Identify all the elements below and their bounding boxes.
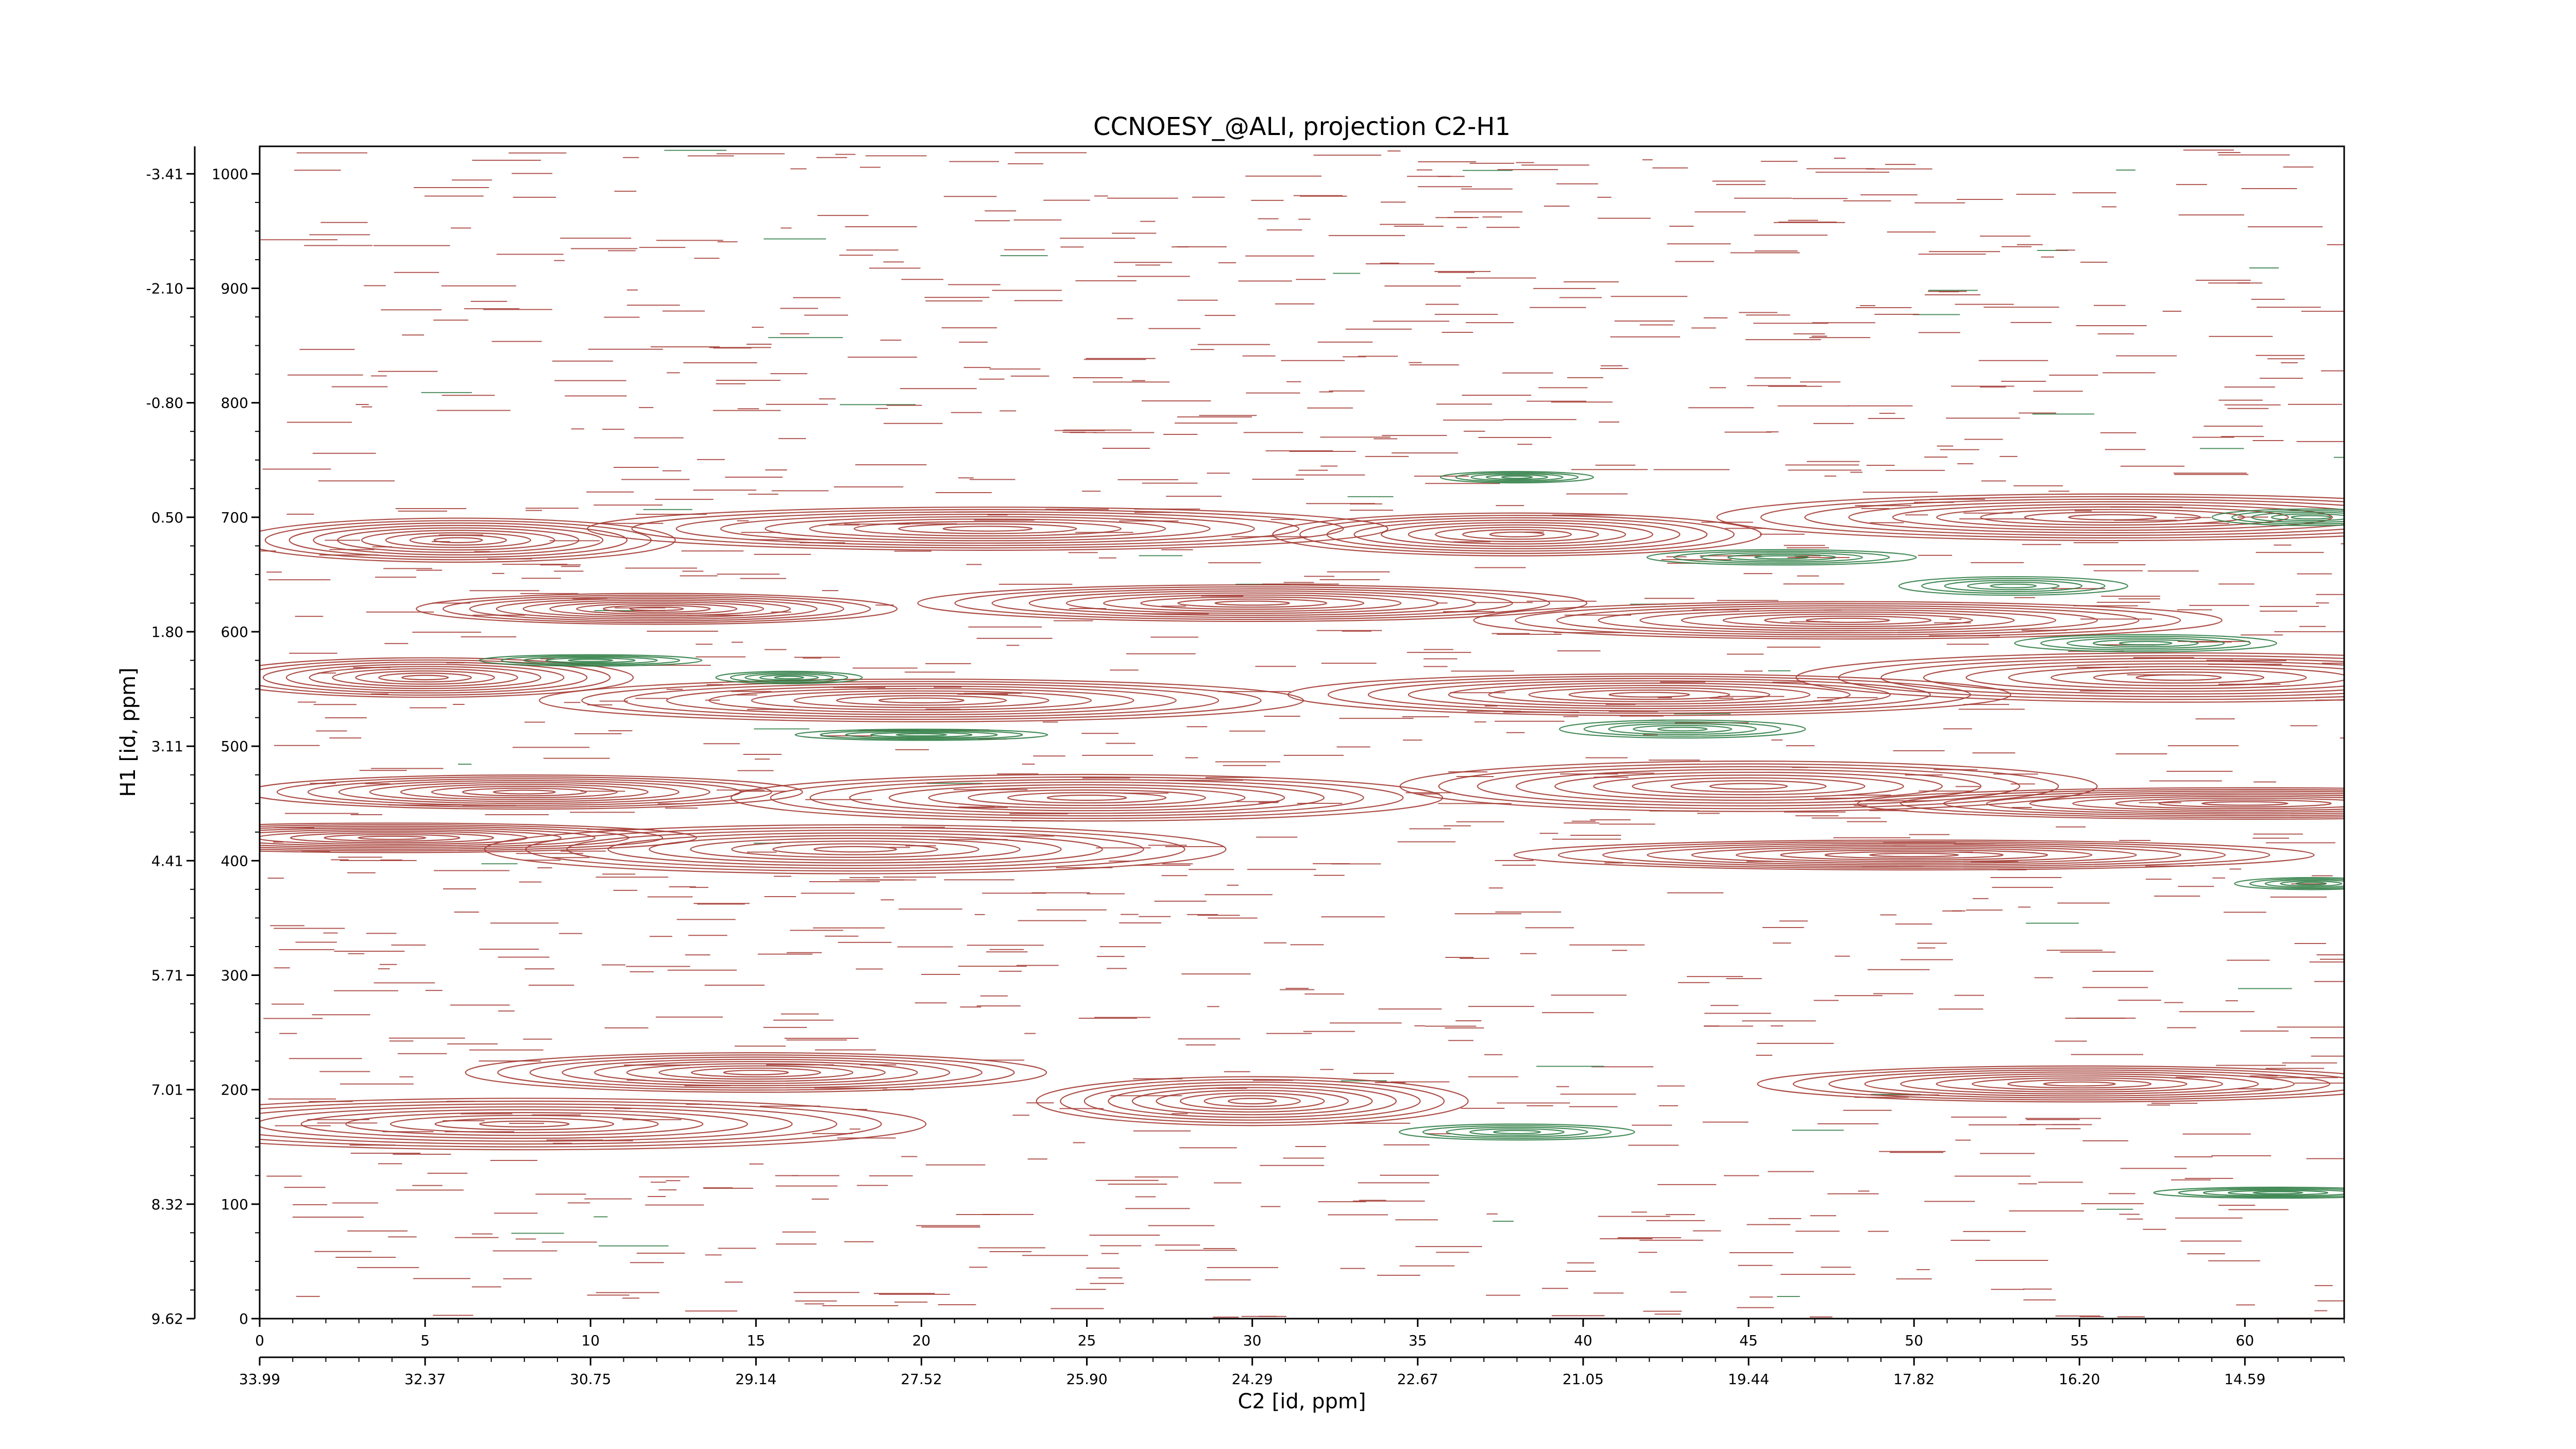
series-0	[260, 493, 2344, 1151]
y-ppm-tick-label: 4.41	[151, 852, 183, 869]
x-ppm-tick-label: 25.90	[1066, 1371, 1107, 1388]
peak	[1898, 576, 2128, 596]
y-ppm-tick-label: -2.10	[146, 280, 183, 297]
y-tick-label: 800	[221, 395, 248, 412]
x-tick-label: 10	[581, 1332, 600, 1349]
x-tick-label: 55	[2070, 1332, 2089, 1349]
x-tick-label: 35	[1409, 1332, 1427, 1349]
x-ppm-tick-label: 22.67	[1397, 1371, 1438, 1388]
peak	[587, 507, 1388, 551]
peak	[1272, 512, 1762, 557]
peak	[794, 729, 1048, 741]
peak	[1757, 1065, 2344, 1103]
peak	[2014, 634, 2277, 652]
y-tick-label: 600	[221, 624, 248, 641]
x-ppm-tick-label: 16.20	[2059, 1371, 2100, 1388]
x-ppm-tick-label: 21.05	[1563, 1371, 1604, 1388]
peak	[1439, 471, 1594, 484]
x-tick-label: 0	[255, 1332, 264, 1349]
y-ppm-tick-label: 3.11	[151, 738, 183, 755]
x-ppm-tick-label: 30.75	[570, 1371, 611, 1388]
x-tick-label: 5	[420, 1332, 430, 1349]
y-ppm-tick-label: 7.01	[151, 1082, 183, 1099]
y-ppm-tick-label: 0.50	[151, 509, 183, 526]
peak	[1399, 761, 2098, 812]
peak	[715, 670, 863, 684]
peak	[260, 1098, 927, 1151]
x-tick-label: 30	[1243, 1332, 1262, 1349]
y-tick-label: 100	[221, 1196, 248, 1213]
peak	[1716, 493, 2344, 542]
y-tick-label: 500	[221, 738, 248, 755]
x-tick-label: 20	[912, 1332, 931, 1349]
peak	[260, 517, 676, 563]
y-tick-label: 700	[221, 509, 248, 526]
plot-frame	[259, 145, 2345, 1320]
y-tick-label: 200	[221, 1082, 248, 1099]
y-axis-label: H1 [id, ppm]	[116, 667, 140, 797]
y-tick-label: 0	[239, 1310, 248, 1327]
x-tick-label: 40	[1574, 1332, 1592, 1349]
peak	[1036, 1076, 1469, 1126]
y-tick-label: 900	[221, 280, 248, 297]
contour-noise	[260, 146, 2344, 1319]
peak	[260, 774, 803, 810]
y-tick-label: 1000	[212, 165, 248, 182]
chart-title: CCNOESY_@ALI, projection C2-H1	[1093, 112, 1511, 141]
peak	[260, 822, 697, 853]
peak	[917, 584, 1587, 622]
x-tick-label: 45	[1739, 1332, 1758, 1349]
y-ppm-tick-label: 5.71	[151, 967, 183, 984]
peak	[1513, 839, 2315, 871]
x-axis-label: C2 [id, ppm]	[1238, 1390, 1366, 1413]
peak	[1287, 673, 2011, 716]
peak	[2153, 1186, 2344, 1199]
y-axis-ppm-ticks: 9.62 8.32 7.01 5.71 4.41 3.11 1.80 0.50 -0.80 -2.…	[146, 146, 196, 1327]
peak	[1399, 1123, 1635, 1141]
y-ppm-tick-label: -0.80	[146, 395, 183, 412]
peak	[2211, 508, 2344, 526]
peak	[538, 678, 1304, 722]
y-ppm-tick-label: 1.80	[151, 624, 183, 641]
x-ppm-tick-label: 14.59	[2224, 1371, 2265, 1388]
x-ppm-tick-label: 33.99	[239, 1371, 280, 1388]
x-tick-label: 15	[747, 1332, 766, 1349]
contour-plot-area	[260, 146, 2344, 1319]
peak	[484, 824, 1227, 874]
x-ppm-tick-label: 17.82	[1893, 1371, 1935, 1388]
x-ppm-tick-label: 19.44	[1728, 1371, 1769, 1388]
peak	[2234, 877, 2344, 890]
peak	[416, 593, 898, 625]
peak	[260, 657, 634, 698]
peak	[730, 773, 1444, 822]
x-tick-label: 50	[1905, 1332, 1923, 1349]
peak	[1857, 787, 2344, 820]
x-tick-label: 25	[1078, 1332, 1096, 1349]
x-ppm-tick-label: 32.37	[404, 1371, 446, 1388]
x-axis-ppm: 33.99 32.37 30.75 29.14 27.52 25.90 24.29 22.67…	[239, 1356, 2345, 1388]
peak	[479, 654, 703, 667]
x-ppm-tick-label: 29.14	[735, 1371, 776, 1388]
peak	[1558, 719, 1806, 739]
peak	[465, 1052, 1047, 1093]
y-ppm-tick-label: 8.32	[151, 1196, 183, 1213]
y-ppm-tick-label: 9.62	[151, 1310, 183, 1327]
x-tick-label: 60	[2236, 1332, 2255, 1349]
x-axis-ticks: 0 5 10 15 20 25 30 35 40 45 50 55 60	[255, 1319, 2345, 1349]
series-1	[479, 471, 2344, 1199]
x-ppm-tick-label: 27.52	[901, 1371, 942, 1388]
y-tick-label: 400	[221, 852, 248, 869]
y-tick-label: 300	[221, 967, 248, 984]
peak	[1795, 652, 2344, 703]
x-ppm-tick-label: 24.29	[1232, 1371, 1273, 1388]
y-ppm-tick-label: -3.41	[146, 165, 183, 182]
peak	[1473, 601, 2223, 640]
peak	[1646, 549, 1917, 566]
y-axis-ticks: 0 100 200 300 400 500 600 700 800 900 1000	[212, 165, 260, 1327]
